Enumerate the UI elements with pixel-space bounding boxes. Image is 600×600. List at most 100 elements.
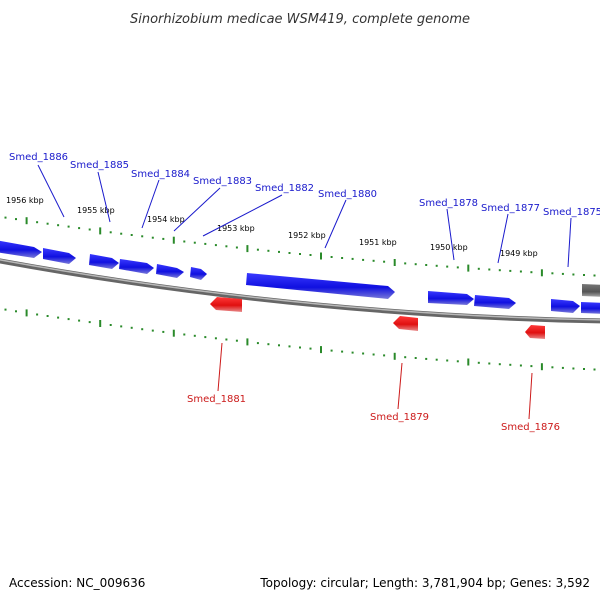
tick-minor xyxy=(498,269,501,272)
tick-minor xyxy=(509,269,512,272)
leader-smed-1882 xyxy=(202,194,283,237)
tick-minor xyxy=(351,351,354,354)
tick-minor xyxy=(362,258,365,261)
tick-minor xyxy=(15,218,17,221)
tick-minor xyxy=(383,354,386,357)
tick-minor xyxy=(309,347,312,350)
tick-minor xyxy=(498,363,501,366)
tick-minor xyxy=(57,224,60,227)
kbp-labels: 1956 kbp 1955 kbp 1954 kbp 1953 kbp 1952… xyxy=(6,196,538,258)
tick-minor xyxy=(404,262,407,265)
tick-minor xyxy=(46,315,49,317)
tick-minor xyxy=(36,221,39,224)
tick-minor xyxy=(78,227,81,230)
tick-minor xyxy=(109,324,112,326)
tick-minor xyxy=(15,310,17,313)
genome-backbone xyxy=(0,258,600,324)
gene-arrow-smed-1881[interactable] xyxy=(210,297,242,312)
reverse-gene-labels: Smed_1881 Smed_1879 Smed_1876 xyxy=(187,394,560,433)
gene-label-smed-1876[interactable]: Smed_1876 xyxy=(501,422,560,433)
gene-label-smed-1880[interactable]: Smed_1880 xyxy=(318,189,377,200)
forward-gene-labels: Smed_1886 Smed_1885 Smed_1884 Smed_1883 … xyxy=(9,152,600,218)
gene-label-smed-1885[interactable]: Smed_1885 xyxy=(70,160,129,171)
tick-row-bottom xyxy=(4,308,596,371)
tick-major xyxy=(99,227,102,235)
tick-minor xyxy=(414,357,417,359)
tick-major xyxy=(540,269,543,277)
tick-minor xyxy=(267,249,270,252)
kbp-label-1949: 1949 kbp xyxy=(500,249,538,258)
gene-label-smed-1881[interactable]: Smed_1881 xyxy=(187,394,246,405)
tick-minor xyxy=(193,334,196,337)
gene-arrow-smed-1884[interactable] xyxy=(89,254,119,269)
gene-label-smed-1878[interactable]: Smed_1878 xyxy=(419,198,478,209)
kbp-label-1952: 1952 kbp xyxy=(288,231,326,240)
tick-minor xyxy=(572,273,575,276)
reverse-gene-leaders xyxy=(217,342,533,420)
tick-minor xyxy=(225,245,228,248)
tick-minor xyxy=(88,321,91,324)
tick-minor xyxy=(78,319,81,322)
tick-major xyxy=(393,352,396,360)
tick-minor xyxy=(414,263,417,266)
gene-label-smed-1877[interactable]: Smed_1877 xyxy=(481,203,540,214)
tick-minor xyxy=(309,254,312,256)
tick-major xyxy=(172,236,175,244)
tick-minor xyxy=(109,231,112,234)
tick-minor xyxy=(67,225,70,228)
gene-label-smed-1886[interactable]: Smed_1886 xyxy=(9,152,68,163)
tick-major xyxy=(25,217,28,225)
tick-major xyxy=(246,338,249,346)
gene-label-smed-1883[interactable]: Smed_1883 xyxy=(193,176,252,187)
tick-minor xyxy=(162,330,165,333)
tick-minor xyxy=(120,325,123,328)
tick-minor xyxy=(130,234,133,236)
gene-arrow-grey[interactable] xyxy=(582,284,600,297)
gene-arrow-smed-1875[interactable] xyxy=(551,299,580,313)
gene-arrow-smed-1877[interactable] xyxy=(474,295,516,309)
gene-arrow-smed-1876[interactable] xyxy=(525,325,545,339)
gene-label-smed-1875[interactable]: Smed_1875 xyxy=(543,207,600,218)
tick-minor xyxy=(425,357,428,360)
leader-smed-1884 xyxy=(141,179,160,229)
leader-smed-1879 xyxy=(397,362,403,410)
map-title: Sinorhizobium medicae WSM419, complete g… xyxy=(130,12,470,27)
tick-minor xyxy=(456,266,459,269)
gene-arrow-smed-1886[interactable] xyxy=(0,240,42,258)
gene-arrow-smed-1879[interactable] xyxy=(393,316,418,331)
gene-arrow-smed-1880[interactable] xyxy=(246,273,395,299)
tick-minor xyxy=(141,328,144,331)
gene-arrow-smed-1882b[interactable] xyxy=(190,267,207,280)
gene-arrow-smed-1874[interactable] xyxy=(581,302,600,314)
tick-major xyxy=(320,252,322,260)
tick-minor xyxy=(183,333,186,336)
gene-label-smed-1882[interactable]: Smed_1882 xyxy=(255,183,314,194)
tick-major xyxy=(172,329,175,337)
tick-minor xyxy=(435,358,438,361)
tick-minor xyxy=(372,259,375,262)
gene-arrow-smed-1883[interactable] xyxy=(119,259,154,274)
gene-label-smed-1884[interactable]: Smed_1884 xyxy=(131,169,190,180)
tick-major xyxy=(25,309,28,317)
tick-minor xyxy=(593,368,596,371)
tick-minor xyxy=(477,361,480,364)
tick-minor xyxy=(151,329,154,332)
leader-smed-1876 xyxy=(528,372,533,420)
tick-minor xyxy=(278,344,280,347)
gene-arrow-smed-1885[interactable] xyxy=(43,248,76,264)
tick-minor xyxy=(330,256,333,258)
tick-minor xyxy=(572,367,575,370)
tick-minor xyxy=(341,350,344,353)
kbp-label-1955: 1955 kbp xyxy=(77,206,115,215)
tick-minor xyxy=(57,316,60,319)
gene-arrow-smed-1878[interactable] xyxy=(428,291,474,305)
tick-minor xyxy=(267,343,270,346)
gene-label-smed-1879[interactable]: Smed_1879 xyxy=(370,412,429,423)
tick-minor xyxy=(561,272,564,275)
tick-minor xyxy=(36,313,39,316)
gene-arrow-smed-1882[interactable] xyxy=(156,264,184,278)
kbp-label-1951: 1951 kbp xyxy=(359,238,397,247)
tick-minor xyxy=(561,366,564,369)
kbp-label-1950: 1950 kbp xyxy=(430,243,468,252)
